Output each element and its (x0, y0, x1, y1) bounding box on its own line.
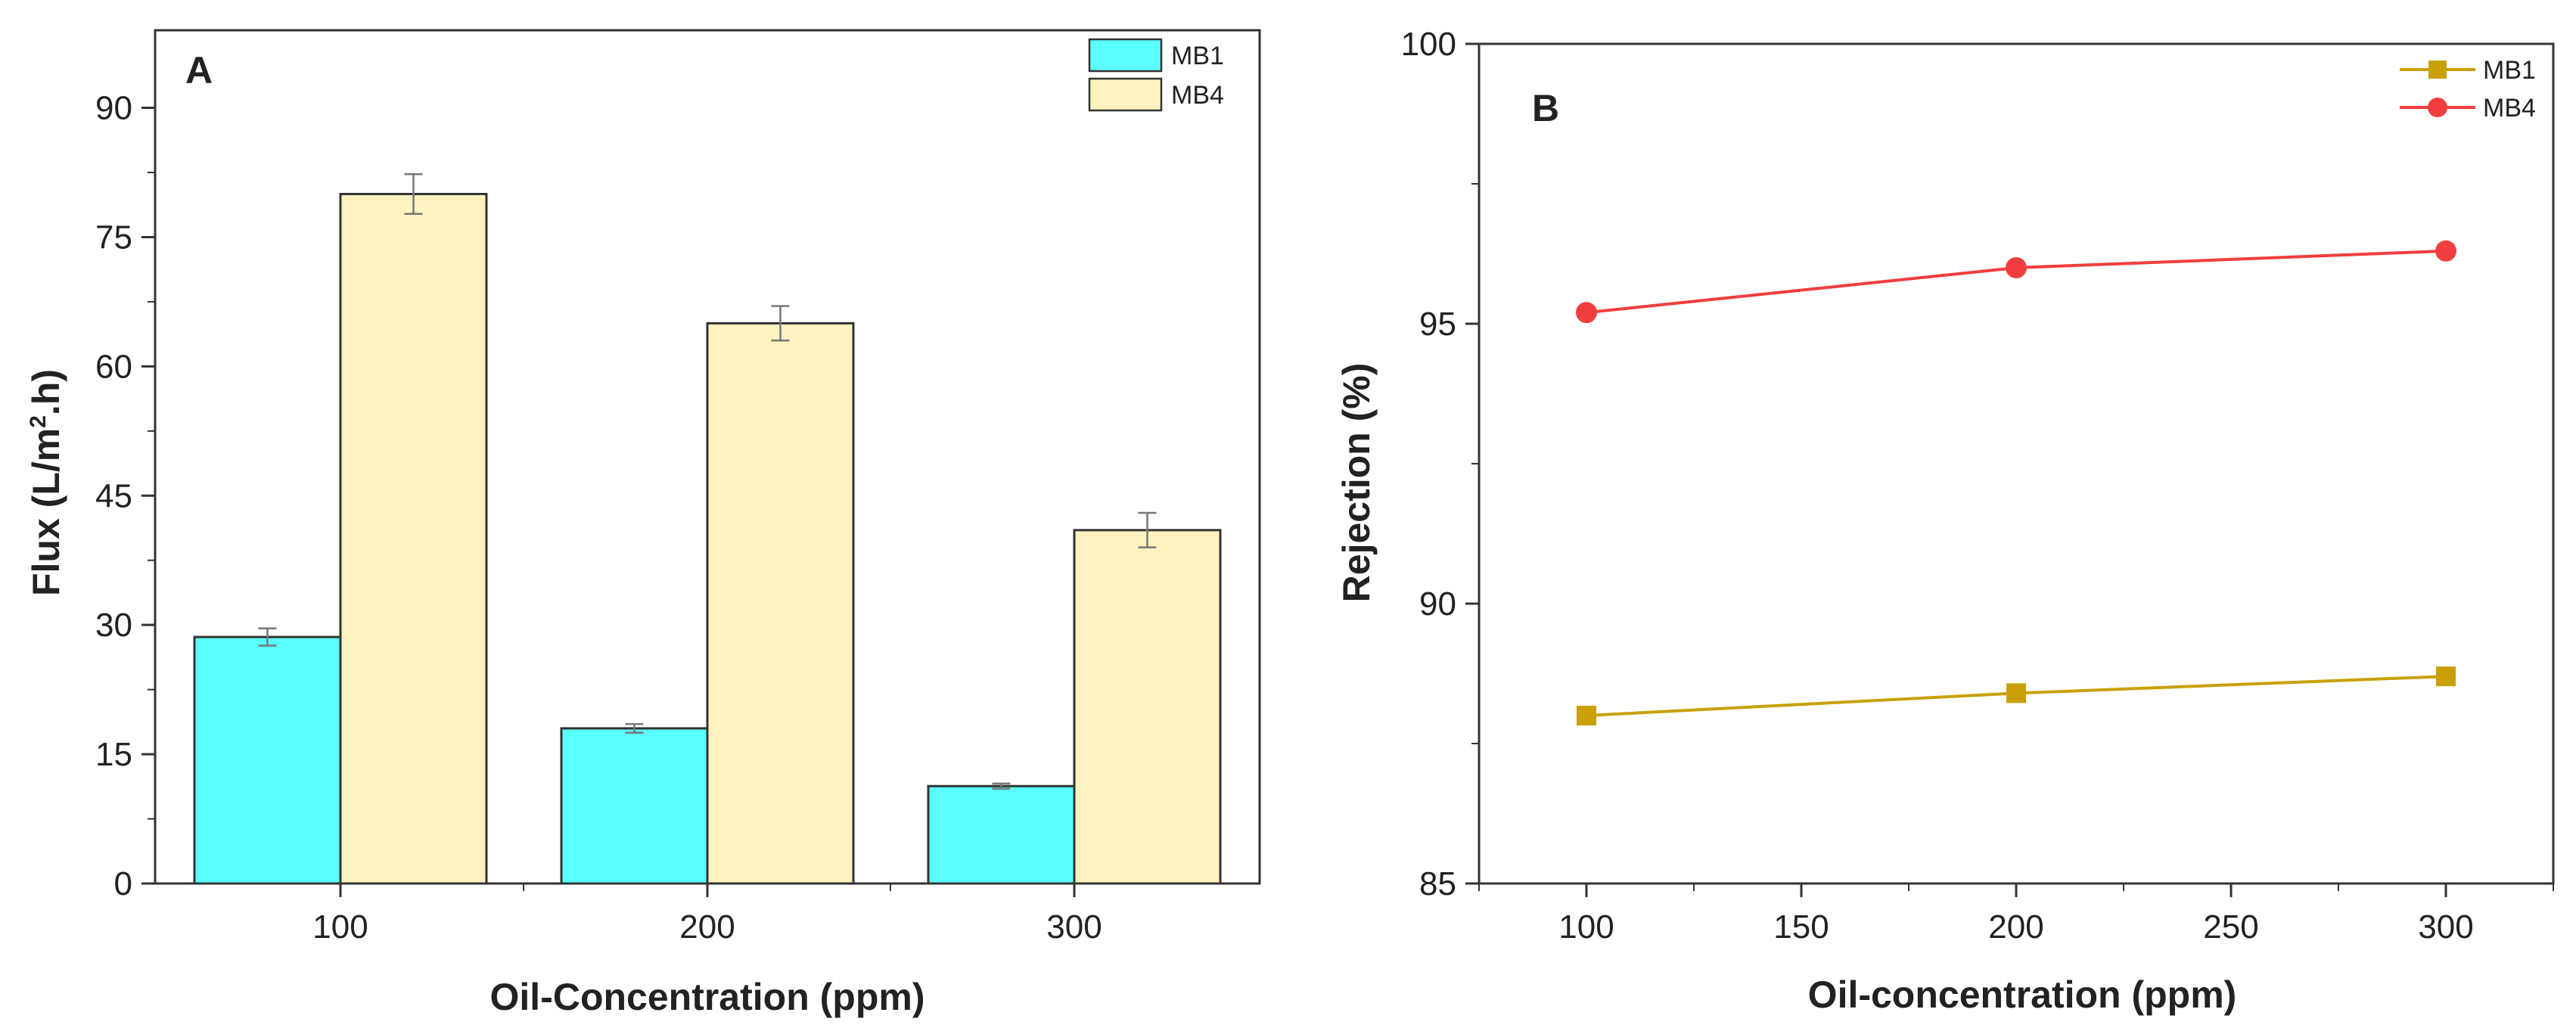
panel-b-x-tick-label: 250 (2203, 908, 2258, 946)
point-mb4-100 (1576, 302, 1597, 324)
legend-marker-mb4 (2428, 98, 2447, 117)
panel-a-y-tick-label: 30 (95, 607, 132, 644)
legend-swatch-mb1 (1088, 38, 1163, 73)
panel-b-x-tick-label: 200 (1988, 908, 2043, 946)
point-mb4-300 (2435, 240, 2456, 262)
panel-a-y-tick-label: 0 (114, 865, 132, 902)
panel-a-y-tick-label: 15 (95, 736, 132, 773)
point-mb1-200 (2006, 683, 2026, 703)
panel-b-x-tick-label: 150 (1773, 908, 1829, 946)
panel-a-y-tick-label: 75 (95, 219, 132, 256)
panel-b-y-tick-label: 100 (1401, 26, 1456, 63)
legend-label-mb1: MB1 (2483, 56, 2536, 85)
panel-b-y-tick-label: 90 (1419, 585, 1456, 623)
panel-a-y-tick-label: 45 (95, 477, 132, 514)
panel-a-x-axis-title: Oil-Concentration (ppm) (490, 976, 925, 1018)
legend-label-mb4: MB4 (1171, 81, 1224, 110)
bar-mb4-300 (1073, 529, 1222, 885)
panel-a-bar-chart: A Oil-Concentration (ppm) Flux (L/m2.h) … (25, 29, 1261, 1018)
bar-mb1-100 (193, 635, 342, 885)
panel-b-x-axis-title: Oil-concentration (ppm) (1808, 974, 2237, 1016)
panel-a-y-axis-title: Flux (L/m2.h) (25, 369, 67, 596)
panel-a-y-tick-label: 90 (95, 90, 132, 127)
legend-label-mb1: MB1 (1171, 42, 1224, 70)
panel-b-y-tick-label: 95 (1419, 306, 1456, 343)
panel-a-x-tick-label: 300 (1046, 908, 1102, 946)
bar-mb4-100 (339, 192, 488, 885)
panel-b-x-tick-label: 300 (2418, 908, 2473, 946)
legend-marker-mb1 (2428, 61, 2447, 79)
bar-mb1-200 (560, 727, 709, 885)
point-mb1-100 (1577, 706, 1596, 725)
legend-label-mb4: MB4 (2483, 94, 2536, 123)
panel-a-y-tick-label: 60 (95, 348, 132, 385)
panel-a-x-tick-label: 100 (312, 908, 368, 946)
panel-b-x-tick-label: 100 (1558, 908, 1614, 946)
panel-b-y-tick-label: 85 (1419, 865, 1456, 902)
legend-swatch-mb4 (1088, 77, 1163, 112)
panel-b-y-axis-title: Rejection (%) (1335, 363, 1378, 603)
panel-b-label: B (1532, 87, 1559, 129)
point-mb1-300 (2436, 666, 2456, 687)
panel-a-x-tick-label: 200 (679, 908, 735, 946)
panel-a-label: A (185, 49, 213, 92)
bar-mb1-300 (927, 784, 1076, 885)
point-mb4-200 (2006, 257, 2027, 278)
bar-mb4-200 (706, 321, 855, 885)
panel-b-line-chart: B Oil-concentration (ppm) Rejection (%) … (1335, 26, 2555, 1016)
panel-b-plot-frame (1478, 42, 2555, 885)
